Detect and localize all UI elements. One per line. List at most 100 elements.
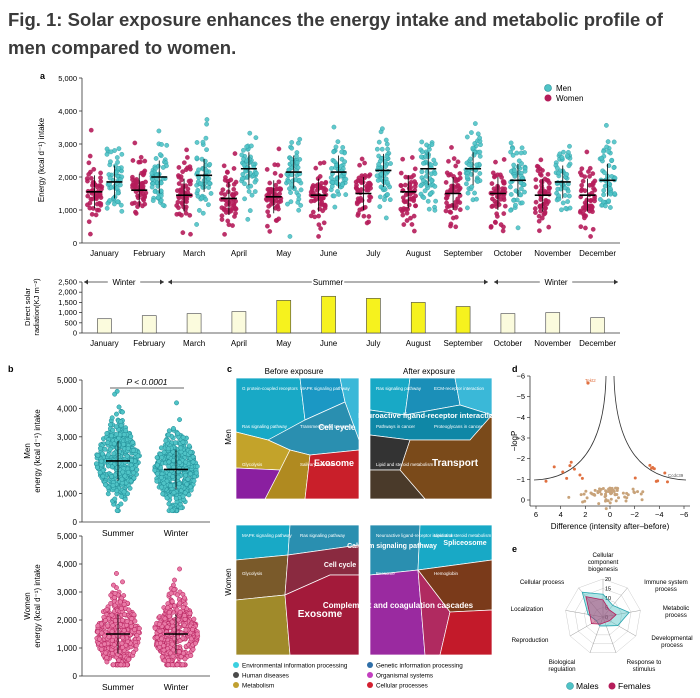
y-tick-label: 4,000 <box>57 560 78 569</box>
legend-males-marker <box>566 682 574 690</box>
panel-d-volcano: d −6−5−4−3−2−106 4 2 0 −2 −4 −6−logPDifference… <box>510 364 690 531</box>
legend-males-label: Males <box>576 681 599 691</box>
season-arrow: Winter <box>494 278 618 287</box>
data-point <box>565 188 571 194</box>
data-point <box>105 440 111 446</box>
data-point <box>501 180 507 186</box>
data-point <box>561 149 566 155</box>
data-point <box>409 222 415 227</box>
data-point <box>339 149 345 155</box>
data-point <box>406 202 412 208</box>
treemap-label-small: ECM-receptor interaction <box>434 386 485 391</box>
data-point <box>179 212 184 218</box>
data-point <box>176 174 182 180</box>
data-point <box>87 153 93 159</box>
data-point <box>188 484 194 490</box>
data-point <box>268 198 274 203</box>
ylabel-part: energy (kcal d⁻¹) intake <box>33 409 42 493</box>
data-point <box>120 469 126 475</box>
panel-e-radar: e 0 5 10 15 20 Cellular component biogenesis Imm… <box>511 544 693 691</box>
data-point <box>99 451 105 457</box>
data-point <box>170 474 176 480</box>
data-point <box>567 193 572 199</box>
data-point <box>265 209 270 214</box>
data-point <box>588 234 593 239</box>
data-point <box>513 188 519 194</box>
data-point <box>157 628 163 634</box>
data-point <box>181 160 187 166</box>
data-point <box>188 636 194 642</box>
treemap-label-small: Neuroactive ligand-receptor interaction <box>376 533 454 538</box>
data-point <box>159 636 165 642</box>
data-point <box>180 493 186 499</box>
data-point <box>516 158 522 164</box>
data-point <box>157 152 163 157</box>
legend-label: Genetic information processing <box>376 663 463 670</box>
data-point <box>377 194 383 200</box>
data-point <box>162 616 168 622</box>
data-point <box>519 186 524 192</box>
data-point <box>398 170 404 176</box>
data-point <box>180 650 186 656</box>
data-point <box>464 181 469 187</box>
col-title: Before exposure <box>265 367 324 376</box>
data-point <box>606 149 611 154</box>
data-point <box>579 187 585 192</box>
data-point <box>86 160 92 166</box>
data-point <box>97 470 103 475</box>
month-men-dots <box>239 130 259 222</box>
radar-tick-label: 20 <box>605 577 611 583</box>
label-line: process <box>655 586 677 593</box>
x-tick-label: August <box>406 249 432 258</box>
treemap-label-small: Ras signaling pathway <box>300 533 346 538</box>
data-point <box>168 590 174 596</box>
data-point <box>609 157 615 163</box>
data-point <box>176 205 181 211</box>
data-point <box>187 449 193 455</box>
data-point <box>274 204 280 209</box>
data-point <box>98 179 104 184</box>
data-point <box>164 495 170 501</box>
data-point <box>102 446 108 452</box>
data-point <box>601 149 606 154</box>
data-point <box>231 186 237 192</box>
x-tick-label: April <box>231 339 247 348</box>
data-point <box>120 409 125 415</box>
data-point <box>122 496 128 502</box>
data-point <box>88 231 93 237</box>
data-point <box>410 196 416 201</box>
data-point <box>254 171 259 176</box>
data-point <box>109 433 114 439</box>
gene-label: Tekt2 <box>585 378 596 383</box>
data-point <box>188 653 194 658</box>
treemap-label-small: Glycolysis <box>242 462 263 467</box>
data-point <box>578 473 582 477</box>
data-point <box>253 135 259 140</box>
row-title: Women <box>224 568 233 595</box>
bar <box>276 300 292 334</box>
data-point <box>180 169 185 175</box>
x-tick-label: −6 <box>680 510 689 519</box>
data-point <box>200 139 206 145</box>
data-point <box>650 466 654 470</box>
data-point <box>343 192 349 197</box>
data-point <box>493 159 498 165</box>
data-point <box>142 194 147 200</box>
data-point <box>197 208 202 213</box>
data-point <box>546 224 552 230</box>
data-point <box>166 613 172 619</box>
data-point <box>219 205 225 211</box>
data-point <box>142 168 148 174</box>
y-axis-label-line1: Direct solarradiation(KJ m⁻²) <box>23 278 41 336</box>
data-point <box>604 490 608 494</box>
data-point <box>166 432 172 438</box>
data-point <box>403 206 409 212</box>
x-tick-label: July <box>366 339 380 348</box>
label-line: Immune system <box>644 579 688 586</box>
data-point <box>606 499 610 503</box>
data-point <box>542 190 548 196</box>
treemap-cell <box>235 524 291 561</box>
data-point <box>444 195 450 201</box>
data-point <box>421 160 426 166</box>
